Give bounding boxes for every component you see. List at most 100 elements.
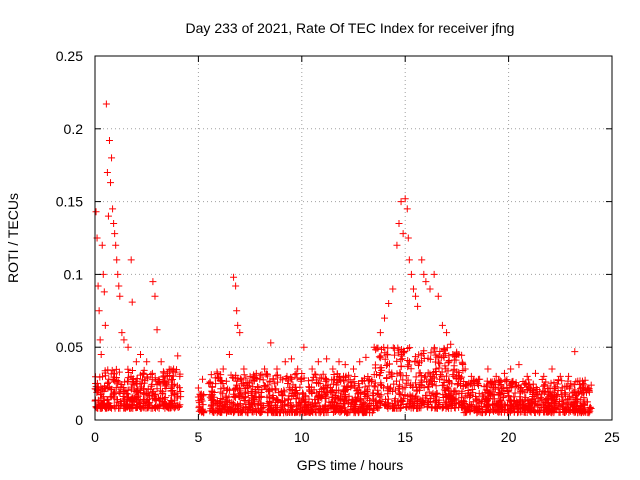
data-point: [233, 307, 241, 315]
data-point: [427, 376, 435, 384]
data-point: [495, 389, 503, 397]
data-point: [351, 373, 359, 381]
data-point: [565, 406, 573, 414]
data-point: [323, 405, 331, 413]
data-point: [275, 389, 283, 397]
data-point: [400, 395, 408, 403]
data-point: [397, 198, 405, 206]
data-point: [320, 408, 328, 416]
data-point: [107, 179, 115, 187]
data-point: [298, 407, 306, 415]
data-point: [424, 369, 432, 377]
data-point: [420, 373, 428, 381]
data-point: [213, 368, 221, 376]
data-point: [500, 369, 508, 377]
data-point: [165, 367, 173, 375]
data-point: [267, 339, 275, 347]
data-point: [104, 212, 112, 220]
data-point: [133, 388, 141, 396]
data-point: [124, 365, 132, 373]
data-point: [393, 357, 401, 365]
data-point: [404, 234, 412, 242]
data-point: [139, 395, 147, 403]
data-point: [571, 348, 579, 356]
data-point: [419, 349, 427, 357]
data-point: [232, 371, 240, 379]
data-point: [140, 366, 148, 374]
data-point: [351, 401, 359, 409]
data-point: [159, 402, 167, 410]
data-point: [342, 409, 350, 417]
data-point: [440, 346, 448, 354]
data-point: [449, 371, 457, 379]
data-point: [383, 374, 391, 382]
data-point: [332, 393, 340, 401]
data-point: [279, 392, 287, 400]
data-point: [438, 404, 446, 412]
data-point: [554, 376, 562, 384]
x-tick-label: 25: [604, 429, 620, 445]
data-point: [324, 381, 332, 389]
data-point: [436, 360, 444, 368]
data-point: [531, 390, 539, 398]
data-point: [256, 375, 264, 383]
data-point: [513, 381, 521, 389]
data-point: [446, 400, 454, 408]
data-point: [98, 241, 106, 249]
data-point: [412, 292, 420, 300]
data-point: [460, 377, 468, 385]
data-point: [92, 208, 100, 216]
data-point: [513, 405, 521, 413]
data-point: [508, 379, 516, 387]
data-point: [426, 285, 434, 293]
grid-lines: [95, 56, 612, 420]
data-point: [312, 409, 320, 417]
data-point: [518, 408, 526, 416]
data-point: [407, 270, 415, 278]
data-point: [570, 388, 578, 396]
data-point: [407, 365, 415, 373]
x-axis-label: GPS time / hours: [297, 457, 404, 473]
data-point: [376, 354, 384, 362]
data-point: [156, 380, 164, 388]
data-point: [558, 391, 566, 399]
data-point: [232, 282, 240, 290]
data-point: [539, 387, 547, 395]
data-point: [176, 372, 184, 380]
data-point: [261, 365, 269, 373]
data-point: [129, 402, 137, 410]
data-point: [523, 409, 531, 417]
data-point: [287, 355, 295, 363]
data-point: [579, 388, 587, 396]
data-point: [466, 408, 474, 416]
data-point: [489, 395, 497, 403]
data-point: [492, 372, 500, 380]
data-point: [359, 402, 367, 410]
data-point: [552, 383, 560, 391]
data-point: [92, 379, 100, 387]
y-tick-label: 0: [75, 412, 83, 428]
data-point: [403, 205, 411, 213]
data-point: [122, 386, 130, 394]
data-point: [283, 372, 291, 380]
data-point: [228, 398, 236, 406]
data-point: [402, 379, 410, 387]
data-point: [151, 292, 159, 300]
data-point: [370, 343, 378, 351]
data-point: [260, 382, 268, 390]
data-point: [430, 395, 438, 403]
data-point: [396, 398, 404, 406]
data-point: [350, 378, 358, 386]
data-point: [453, 368, 461, 376]
data-point: [382, 362, 390, 370]
data-point: [522, 403, 530, 411]
data-point: [398, 396, 406, 404]
data-point: [167, 376, 175, 384]
data-point: [105, 136, 113, 144]
data-point: [484, 402, 492, 410]
data-point: [389, 404, 397, 412]
data-point: [136, 400, 144, 408]
data-point: [505, 392, 513, 400]
data-point: [516, 393, 524, 401]
data-point: [240, 381, 248, 389]
